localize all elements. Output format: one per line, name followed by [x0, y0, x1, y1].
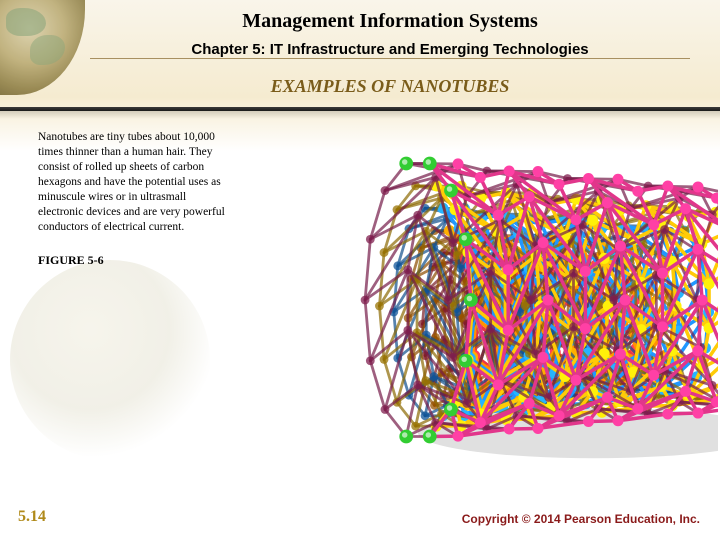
text-column: Nanotubes are tiny tubes about 10,000 ti…: [38, 130, 238, 490]
slide: Management Information Systems Chapter 5…: [0, 0, 720, 540]
divider-bar: [0, 107, 720, 111]
title-underline: [90, 58, 690, 59]
main-title: Management Information Systems: [60, 10, 720, 33]
body: Nanotubes are tiny tubes about 10,000 ti…: [38, 130, 700, 490]
description-text: Nanotubes are tiny tubes about 10,000 ti…: [38, 130, 228, 235]
chapter-subtitle: Chapter 5: IT Infrastructure and Emergin…: [60, 41, 720, 58]
header: Management Information Systems Chapter 5…: [0, 0, 720, 97]
footer: 5.14 Copyright © 2014 Pearson Education,…: [18, 508, 700, 526]
figure-label: FIGURE 5-6: [38, 253, 228, 268]
nanotube-illustration: [228, 120, 718, 490]
section-title: EXAMPLES OF NANOTUBES: [60, 76, 720, 97]
copyright-text: Copyright © 2014 Pearson Education, Inc.: [462, 512, 700, 526]
page-number: 5.14: [18, 508, 46, 526]
figure-image: [238, 130, 700, 490]
